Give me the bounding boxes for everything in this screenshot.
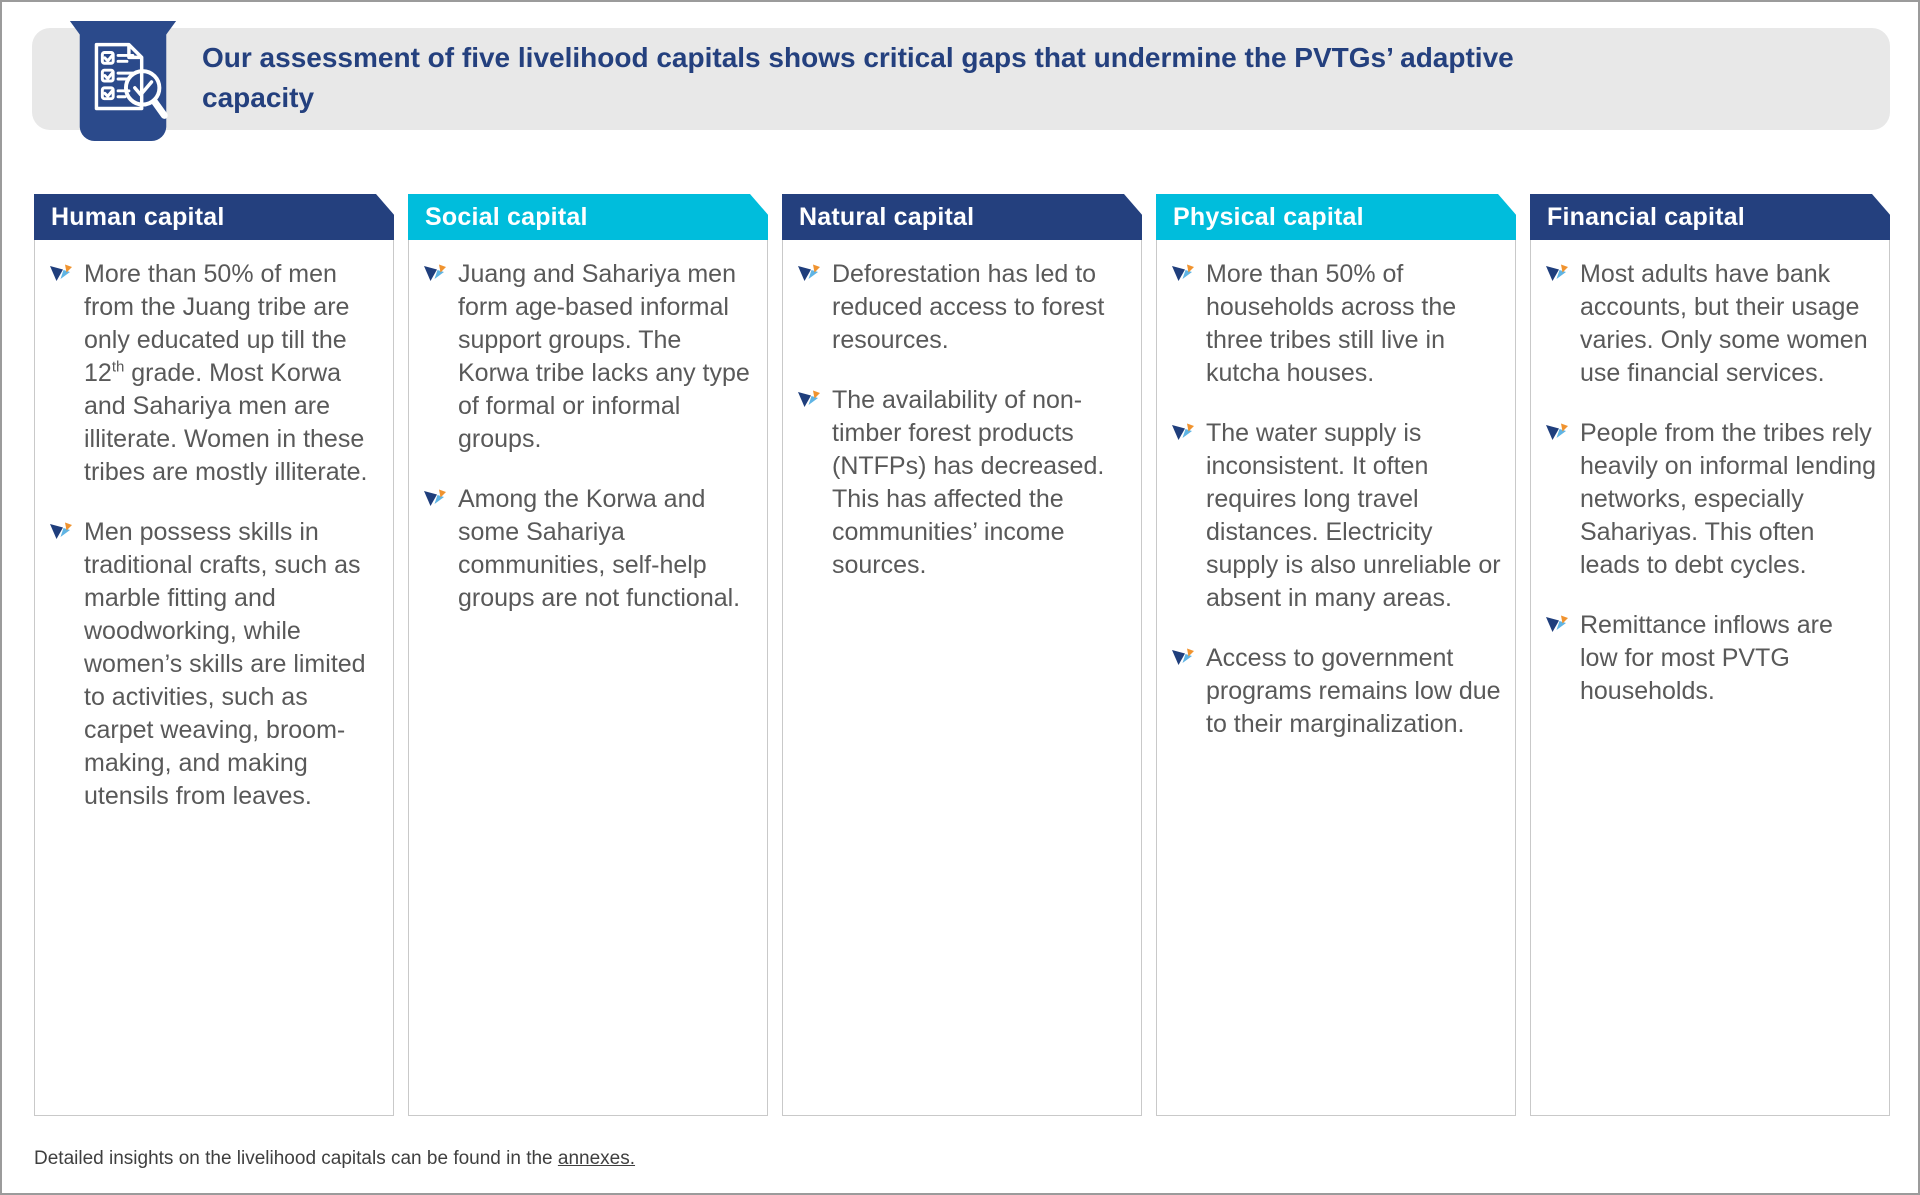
arrow-bullet-icon — [424, 264, 446, 281]
bullet-item: More than 50% of men from the Juang trib… — [47, 258, 381, 489]
bullet-text: Among the Korwa and some Sahariya commun… — [458, 485, 741, 612]
bullet-text: Access to government programs remains lo… — [1206, 644, 1501, 738]
arrow-bullet-icon — [798, 390, 820, 407]
bullet-item: The availability of non-timber forest pr… — [795, 384, 1129, 582]
arrow-bullet-icon — [1546, 615, 1568, 632]
arrow-bullet-icon — [798, 264, 820, 281]
capitals-grid: Human capital More than 50% of men from … — [34, 194, 1890, 1116]
capital-column-natural-capital: Natural capital Deforestation has led to… — [782, 194, 1142, 1116]
column-header-label: Physical capital — [1173, 202, 1364, 231]
bullet-item: Among the Korwa and some Sahariya commun… — [421, 483, 755, 615]
bullet-item: Juang and Sahariya men form age-based in… — [421, 258, 755, 456]
bullet-text: More than 50% of men from the Juang trib… — [84, 260, 368, 486]
column-body: More than 50% of households across the t… — [1156, 240, 1516, 1116]
column-header-label: Financial capital — [1547, 202, 1745, 231]
column-body: Most adults have bank accounts, but thei… — [1530, 240, 1890, 1116]
bullet-item: More than 50% of households across the t… — [1169, 258, 1503, 390]
bullet-item: Access to government programs remains lo… — [1169, 642, 1503, 741]
page-title: Our assessment of five livelihood capita… — [202, 42, 1514, 113]
column-header-label: Human capital — [51, 202, 225, 231]
bullet-text: Deforestation has led to reduced access … — [832, 260, 1105, 354]
capital-column-financial-capital: Financial capital Most adults have bank … — [1530, 194, 1890, 1116]
column-header-label: Natural capital — [799, 202, 975, 231]
bullet-text: People from the tribes rely heavily on i… — [1580, 419, 1877, 579]
arrow-bullet-icon — [50, 522, 72, 539]
bullet-text: More than 50% of households across the t… — [1206, 260, 1457, 387]
bullet-item: Most adults have bank accounts, but thei… — [1543, 258, 1877, 390]
bullet-item: People from the tribes rely heavily on i… — [1543, 417, 1877, 582]
annexes-link[interactable]: annexes. — [557, 1148, 636, 1169]
arrow-bullet-icon — [1172, 423, 1194, 440]
bullet-item: Remittance inflows are low for most PVTG… — [1543, 609, 1877, 708]
checklist-magnifier-icon — [69, 21, 177, 141]
capital-column-human-capital: Human capital More than 50% of men from … — [34, 194, 394, 1116]
arrow-bullet-icon — [1546, 264, 1568, 281]
column-body: Juang and Sahariya men form age-based in… — [408, 240, 768, 1116]
column-header-label: Social capital — [425, 202, 588, 231]
title-banner: Our assessment of five livelihood capita… — [32, 21, 1890, 141]
bullet-text: The availability of non-timber forest pr… — [832, 386, 1105, 579]
capital-column-social-capital: Social capital Juang and Sahariya men fo… — [408, 194, 768, 1116]
capital-column-physical-capital: Physical capital More than 50% of househ… — [1156, 194, 1516, 1116]
arrow-bullet-icon — [50, 264, 72, 281]
column-body: Deforestation has led to reduced access … — [782, 240, 1142, 1116]
bullet-text: Remittance inflows are low for most PVTG… — [1580, 611, 1833, 705]
column-body: More than 50% of men from the Juang trib… — [34, 240, 394, 1116]
column-header-physical-capital: Physical capital — [1156, 194, 1516, 240]
bullet-text: The water supply is inconsistent. It oft… — [1206, 419, 1501, 612]
column-header-social-capital: Social capital — [408, 194, 768, 240]
column-header-human-capital: Human capital — [34, 194, 394, 240]
arrow-bullet-icon — [1546, 423, 1568, 440]
bullet-item: Deforestation has led to reduced access … — [795, 258, 1129, 357]
bullet-text: Most adults have bank accounts, but thei… — [1580, 260, 1868, 387]
footer-text: Detailed insights on the livelihood capi… — [34, 1148, 558, 1169]
arrow-bullet-icon — [1172, 648, 1194, 665]
bullet-text: Juang and Sahariya men form age-based in… — [458, 260, 750, 453]
footer-note: Detailed insights on the livelihood capi… — [34, 1148, 635, 1170]
column-header-natural-capital: Natural capital — [782, 194, 1142, 240]
bullet-item: The water supply is inconsistent. It oft… — [1169, 417, 1503, 615]
column-header-financial-capital: Financial capital — [1530, 194, 1890, 240]
bullet-item: Men possess skills in traditional crafts… — [47, 516, 381, 813]
bullet-text: Men possess skills in traditional crafts… — [84, 518, 366, 810]
arrow-bullet-icon — [424, 489, 446, 506]
arrow-bullet-icon — [1172, 264, 1194, 281]
